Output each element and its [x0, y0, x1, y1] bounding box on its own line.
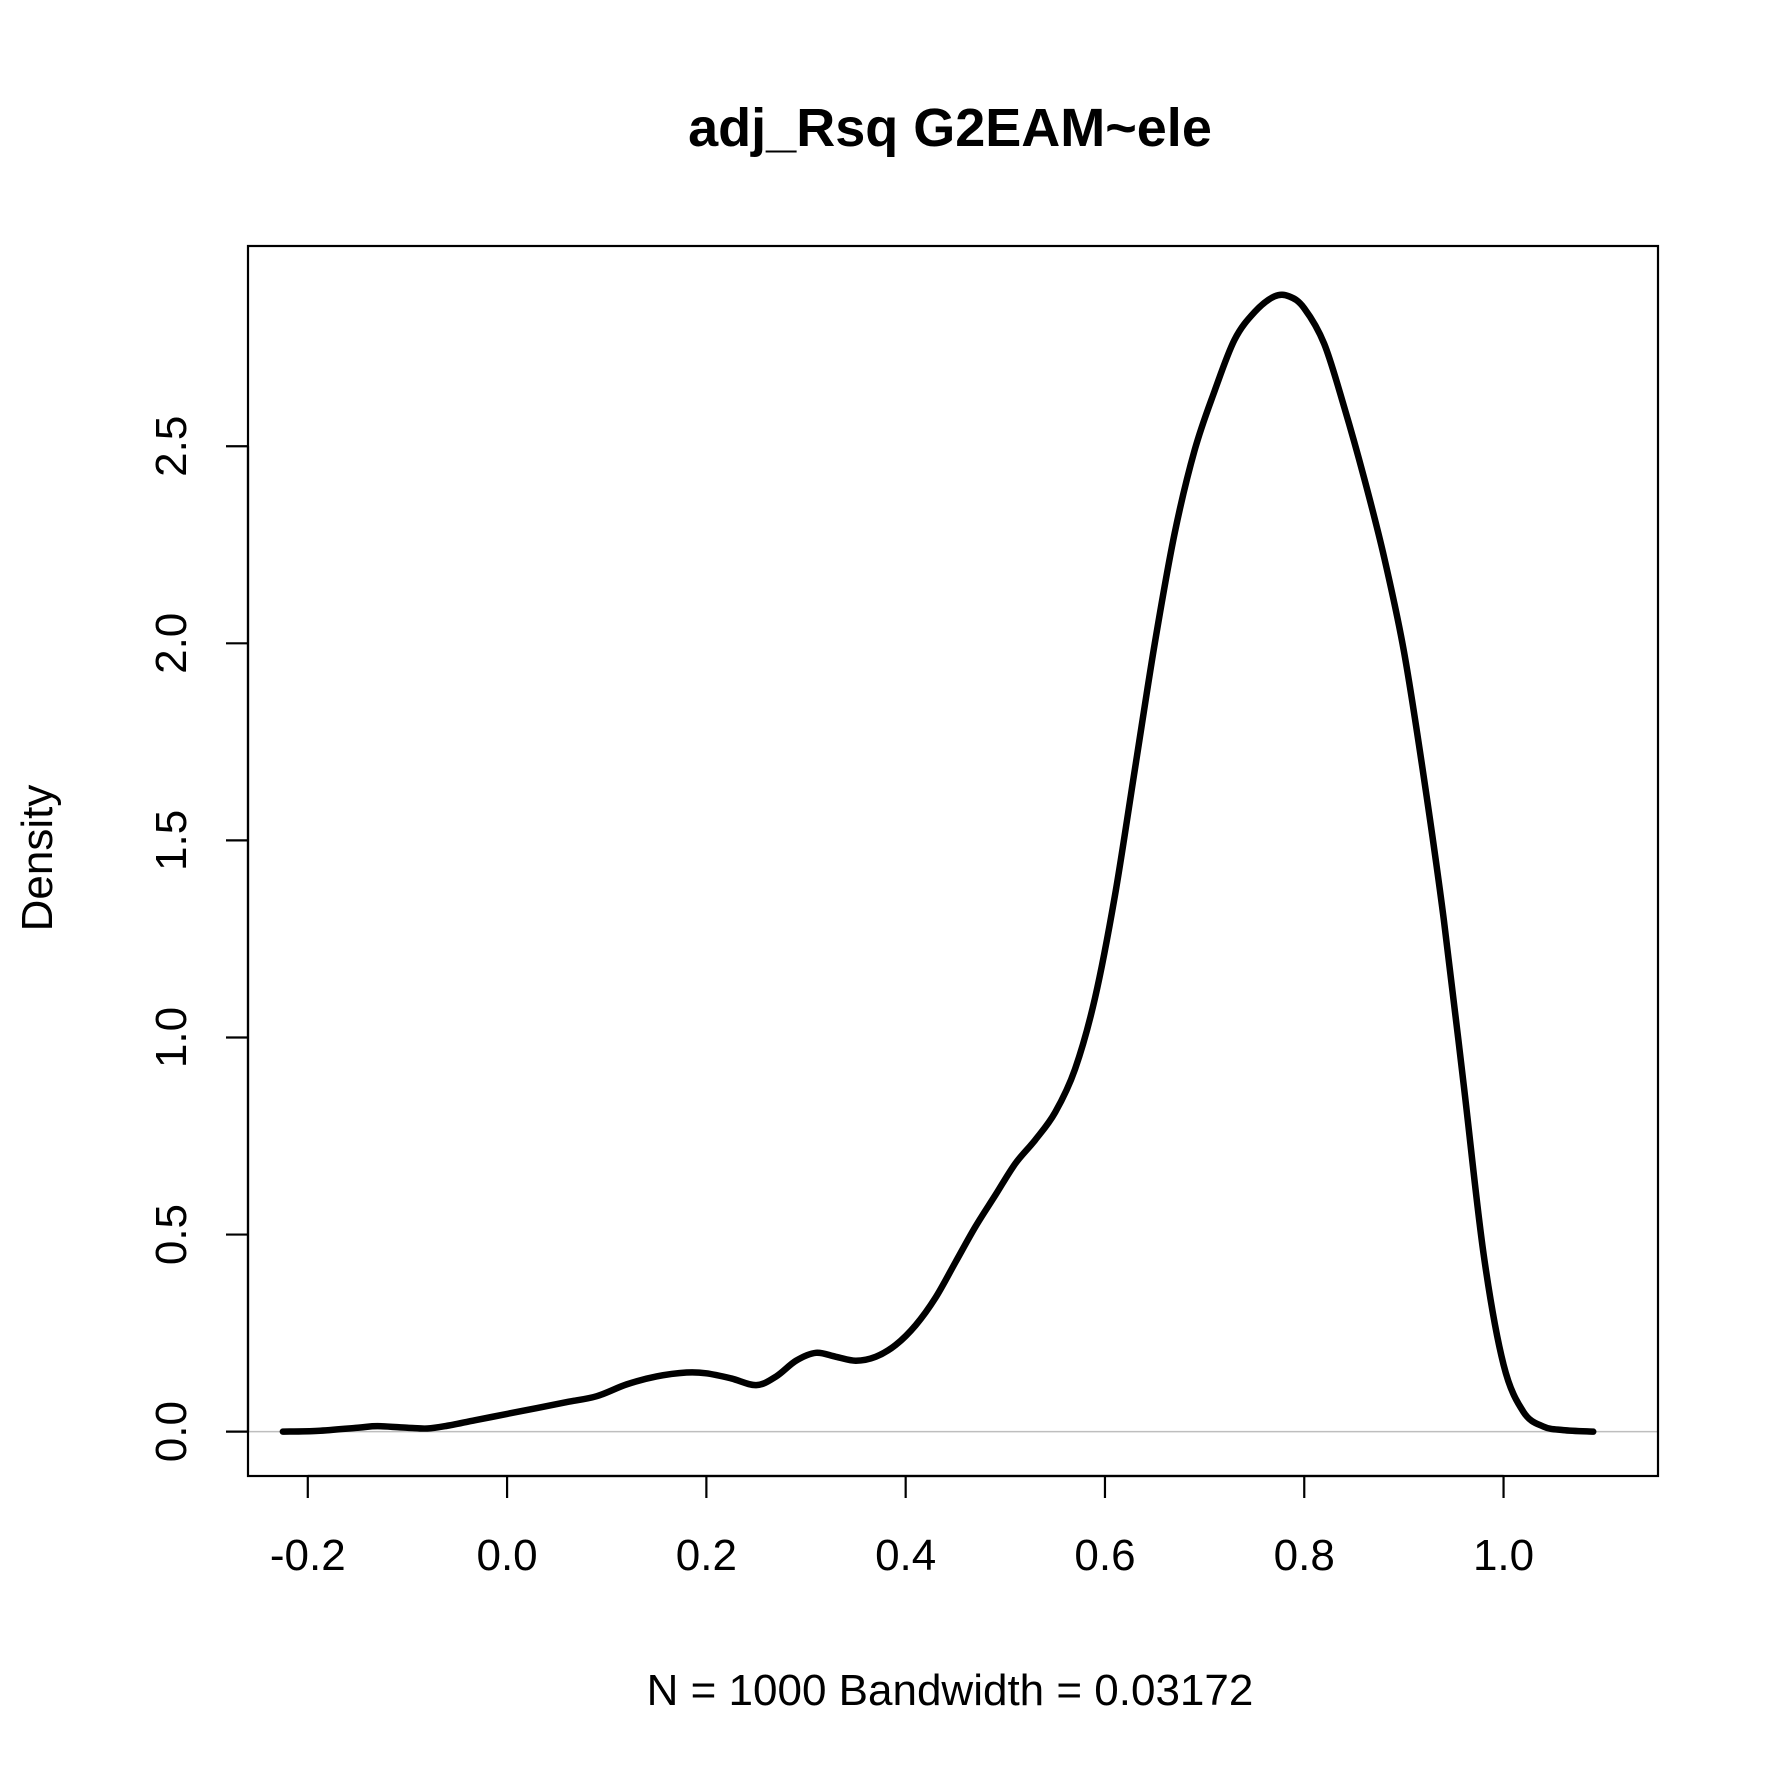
x-tick-label: 0.6	[1074, 1531, 1135, 1580]
x-axis-label: N = 1000 Bandwidth = 0.03172	[647, 1666, 1254, 1715]
y-axis: 0.0 0.5 1.0 1.5 2.0 2.5	[147, 416, 250, 1462]
y-tick-label: 2.5	[147, 416, 196, 477]
x-tick-label: 0.0	[476, 1531, 537, 1580]
y-tick-label: 1.0	[147, 1007, 196, 1068]
plot-frame	[246, 244, 1660, 1478]
x-tick-label: 1.0	[1473, 1531, 1534, 1580]
y-tick-label: 1.5	[147, 810, 196, 871]
y-tick-label: 0.5	[147, 1204, 196, 1265]
x-tick-label: -0.2	[270, 1531, 346, 1580]
x-tick-label: 0.2	[676, 1531, 737, 1580]
density-curve	[279, 291, 1597, 1435]
x-tick-label: 0.8	[1274, 1531, 1335, 1580]
x-tick-label: 0.4	[875, 1531, 936, 1580]
chart-title: adj_Rsq G2EAM~ele	[688, 98, 1212, 158]
y-axis-label: Density	[13, 785, 62, 932]
x-axis: -0.2 0.0 0.2 0.4 0.6 0.8 1.0	[270, 1474, 1534, 1580]
y-tick-label: 2.0	[147, 613, 196, 674]
y-tick-label: 0.0	[147, 1401, 196, 1462]
